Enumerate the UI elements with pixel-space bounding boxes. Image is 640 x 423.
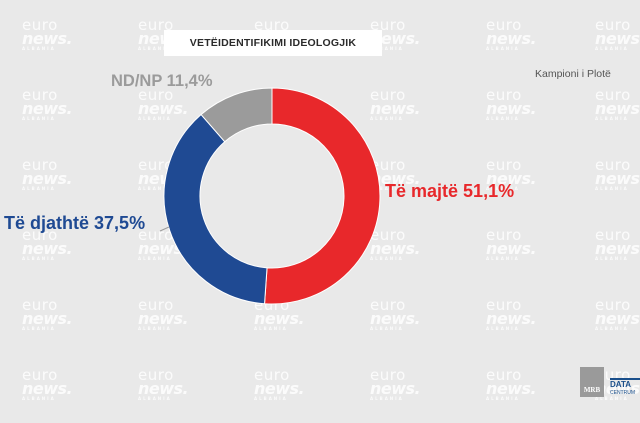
slice-label-text: Të majtë	[385, 181, 459, 201]
slice-label-text: ND/NP	[111, 72, 163, 90]
datacentrum-sub: CENTRUM	[610, 390, 635, 396]
slice-label-nd-np: ND/NP 11,4%	[111, 72, 213, 91]
slice-label-value: 37,5%	[94, 213, 146, 233]
slice-label-right-wing: Të djathtë 37,5%	[4, 213, 145, 234]
slice-label-value: 11,4%	[166, 72, 213, 90]
datacentrum-text: DATA	[610, 380, 632, 389]
datacentrum-bar	[610, 378, 640, 380]
footer-logos: MRB DATA CENTRUM	[580, 367, 640, 397]
donut-slice-t-djatht-	[163, 113, 268, 305]
title-box: VETËIDENTIFIKIMI IDEOLOGJIK	[164, 30, 382, 56]
donut-hole	[201, 125, 343, 267]
slice-label-text: Të djathtë	[4, 213, 90, 233]
datacentrum-logo: DATA CENTRUM	[610, 367, 640, 397]
mrb-logo: MRB	[580, 367, 604, 397]
slice-label-value: 51,1%	[463, 181, 515, 201]
slice-label-left-wing: Të majtë 51,1%	[385, 181, 514, 202]
leader-line	[159, 226, 170, 232]
donut-slice-nd-np	[200, 87, 273, 143]
donut-slice-t-majt-	[264, 87, 381, 305]
sample-note: Kampioni i Plotë	[535, 68, 611, 80]
chart-title: VETËIDENTIFIKIMI IDEOLOGJIK	[189, 37, 357, 49]
